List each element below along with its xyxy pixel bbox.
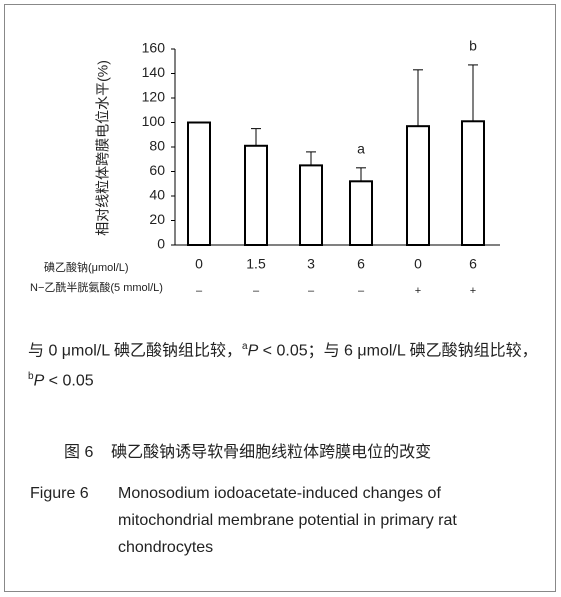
- row2-value: –: [308, 285, 315, 297]
- note-p: P: [33, 372, 45, 390]
- bar: [406, 125, 430, 246]
- row2-value: –: [253, 285, 260, 297]
- bar: [244, 144, 268, 246]
- note: 与 0 μmol/L 碘乙酸钠组比较，aP < 0.05；与 6 μmol/L …: [28, 334, 543, 395]
- y-tick-label: 160: [142, 40, 166, 56]
- note-text: < 0.05: [44, 372, 94, 390]
- note-text: 与 0 μmol/L 碘乙酸钠组比较，: [28, 342, 242, 360]
- y-axis-label: 相对线粒体跨膜电位水平(%): [95, 60, 111, 236]
- row2-value: –: [358, 285, 365, 297]
- bar: [299, 164, 323, 246]
- y-tick-label: 20: [149, 211, 165, 227]
- y-tick-label: 100: [142, 113, 166, 129]
- caption-text: 碘乙酸钠诱导软骨细胞线粒体跨膜电位的改变: [111, 444, 432, 461]
- row2-value: +: [470, 285, 476, 297]
- y-tick-label: 80: [149, 138, 165, 154]
- x-tick-label: 0: [195, 256, 203, 272]
- bar: [349, 180, 373, 247]
- annotation: b: [469, 38, 477, 54]
- row2-value: +: [415, 285, 421, 297]
- y-tick-label: 120: [142, 89, 166, 105]
- x-tick-label: 1.5: [246, 256, 266, 272]
- note-sup: a: [242, 341, 248, 352]
- annotation: a: [357, 141, 365, 157]
- row1-label: 碘乙酸钠(μmol/L): [44, 260, 129, 274]
- chart: 相对线粒体跨膜电位水平(%) 碘乙酸钠(μmol/L) N−乙酰半胱氨酸(5 m…: [30, 38, 500, 297]
- y-tick-label: 60: [149, 162, 165, 178]
- frame: [4, 4, 556, 592]
- bar: [187, 121, 211, 246]
- y-tick-label: 140: [142, 64, 166, 80]
- caption-label: 图 6: [64, 444, 94, 461]
- row2-value: –: [196, 285, 203, 297]
- note-sup: b: [28, 371, 34, 383]
- x-tick-label: 3: [307, 256, 315, 272]
- caption-en: Figure 6 Monosodium iodoacetate-induced c…: [30, 480, 518, 561]
- y-tick-label: 40: [149, 187, 165, 203]
- note-p: P: [247, 342, 259, 360]
- caption-label: Figure 6: [30, 485, 89, 502]
- caption-text: Monosodium iodoacetate-induced changes o…: [118, 485, 457, 556]
- x-tick-label: 6: [469, 256, 477, 272]
- bar: [461, 120, 485, 246]
- x-tick-label: 6: [357, 256, 365, 272]
- caption-cn: 图 6 碘乙酸钠诱导软骨细胞线粒体跨膜电位的改变: [64, 438, 431, 462]
- y-tick-label: 0: [157, 236, 165, 252]
- x-tick-label: 0: [414, 256, 422, 272]
- row2-label: N−乙酰半胱氨酸(5 mmol/L): [30, 280, 163, 294]
- note-text: < 0.05；与 6 μmol/L 碘乙酸钠组比较，: [258, 342, 538, 360]
